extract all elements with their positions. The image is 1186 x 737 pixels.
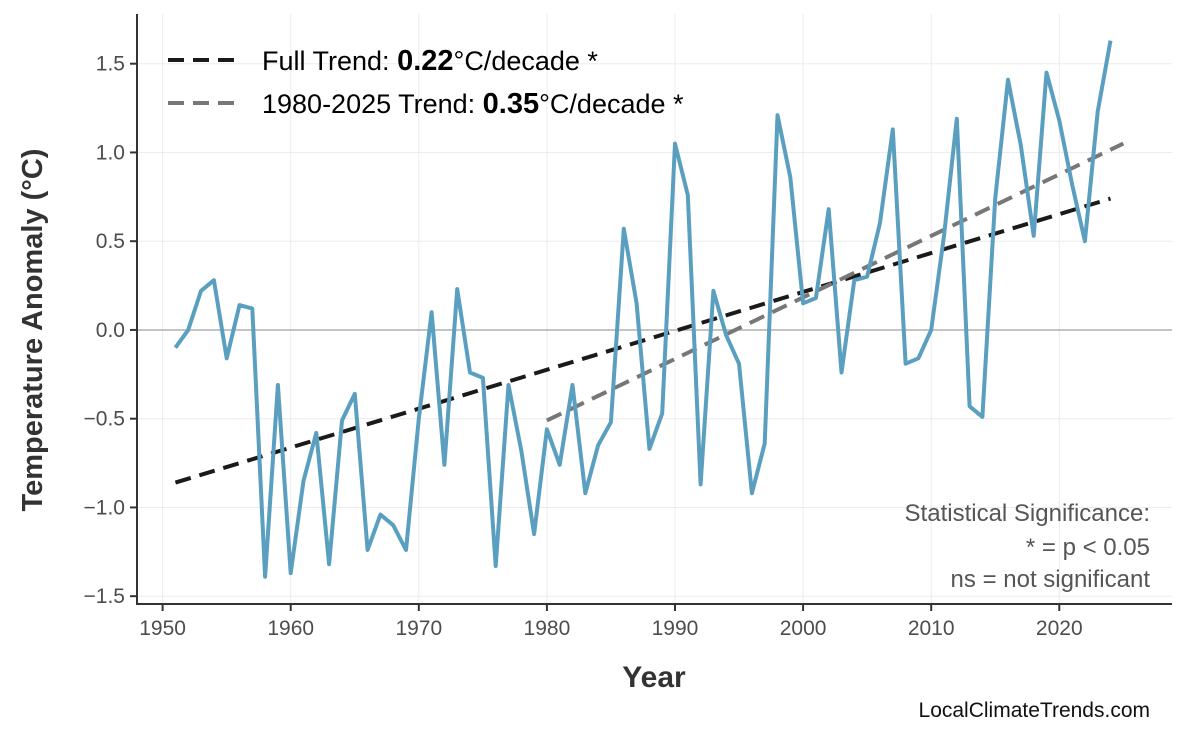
y-tick-label: −1.5 xyxy=(84,585,125,608)
legend-text-part: 1980-2025 Trend: xyxy=(262,89,483,119)
y-tick-label: −0.5 xyxy=(84,408,125,431)
x-tick-label: 2000 xyxy=(780,617,827,640)
annotation-line: ns = not significant xyxy=(951,566,1151,593)
legend-label-recent: 1980-2025 Trend: 0.35°C/decade * xyxy=(262,88,684,120)
x-tick-label: 2010 xyxy=(908,617,955,640)
legend-text-part: 0.22 xyxy=(397,45,453,77)
annotation-line: Statistical Significance: xyxy=(905,500,1150,527)
y-tick-label: 0.5 xyxy=(96,230,125,253)
annotation-line: * = p < 0.05 xyxy=(1026,534,1150,561)
x-tick-label: 1970 xyxy=(395,617,442,640)
axes: −1.5 −1.0 −0.5 0.0 0.5 1.0 1.5 1950 1960 1970 1980… xyxy=(84,14,1172,640)
full-trend-line xyxy=(174,196,1112,485)
legend-text-part: 0.35 xyxy=(483,88,539,120)
x-tick-label: 1990 xyxy=(652,617,699,640)
watermark: LocalClimateTrends.com xyxy=(919,699,1150,722)
y-tick-label: 1.5 xyxy=(96,53,125,76)
y-tick-label: −1.0 xyxy=(84,496,125,519)
legend-label-full: Full Trend: 0.22°C/decade * xyxy=(262,45,598,77)
legend: Full Trend: 0.22°C/decade *1980-2025 Tre… xyxy=(168,45,684,120)
x-tick-label: 1960 xyxy=(267,617,314,640)
legend-text-part: °C/decade * xyxy=(454,46,599,76)
x-tick-label: 2020 xyxy=(1036,617,1083,640)
x-tick-label: 1980 xyxy=(524,617,571,640)
y-axis-label: Temperature Anomaly (°C) xyxy=(17,149,49,512)
legend-text-part: °C/decade * xyxy=(539,89,684,119)
significance-annotation: Statistical Significance: * = p < 0.05 n… xyxy=(905,500,1151,593)
anomaly-series-line xyxy=(173,40,1113,579)
x-axis-label: Year xyxy=(622,661,686,694)
y-tick-label: 1.0 xyxy=(96,141,125,164)
x-tick-label: 1950 xyxy=(139,617,186,640)
y-tick-label: 0.0 xyxy=(96,319,125,342)
series xyxy=(173,40,1113,579)
legend-text-part: Full Trend: xyxy=(262,46,397,76)
